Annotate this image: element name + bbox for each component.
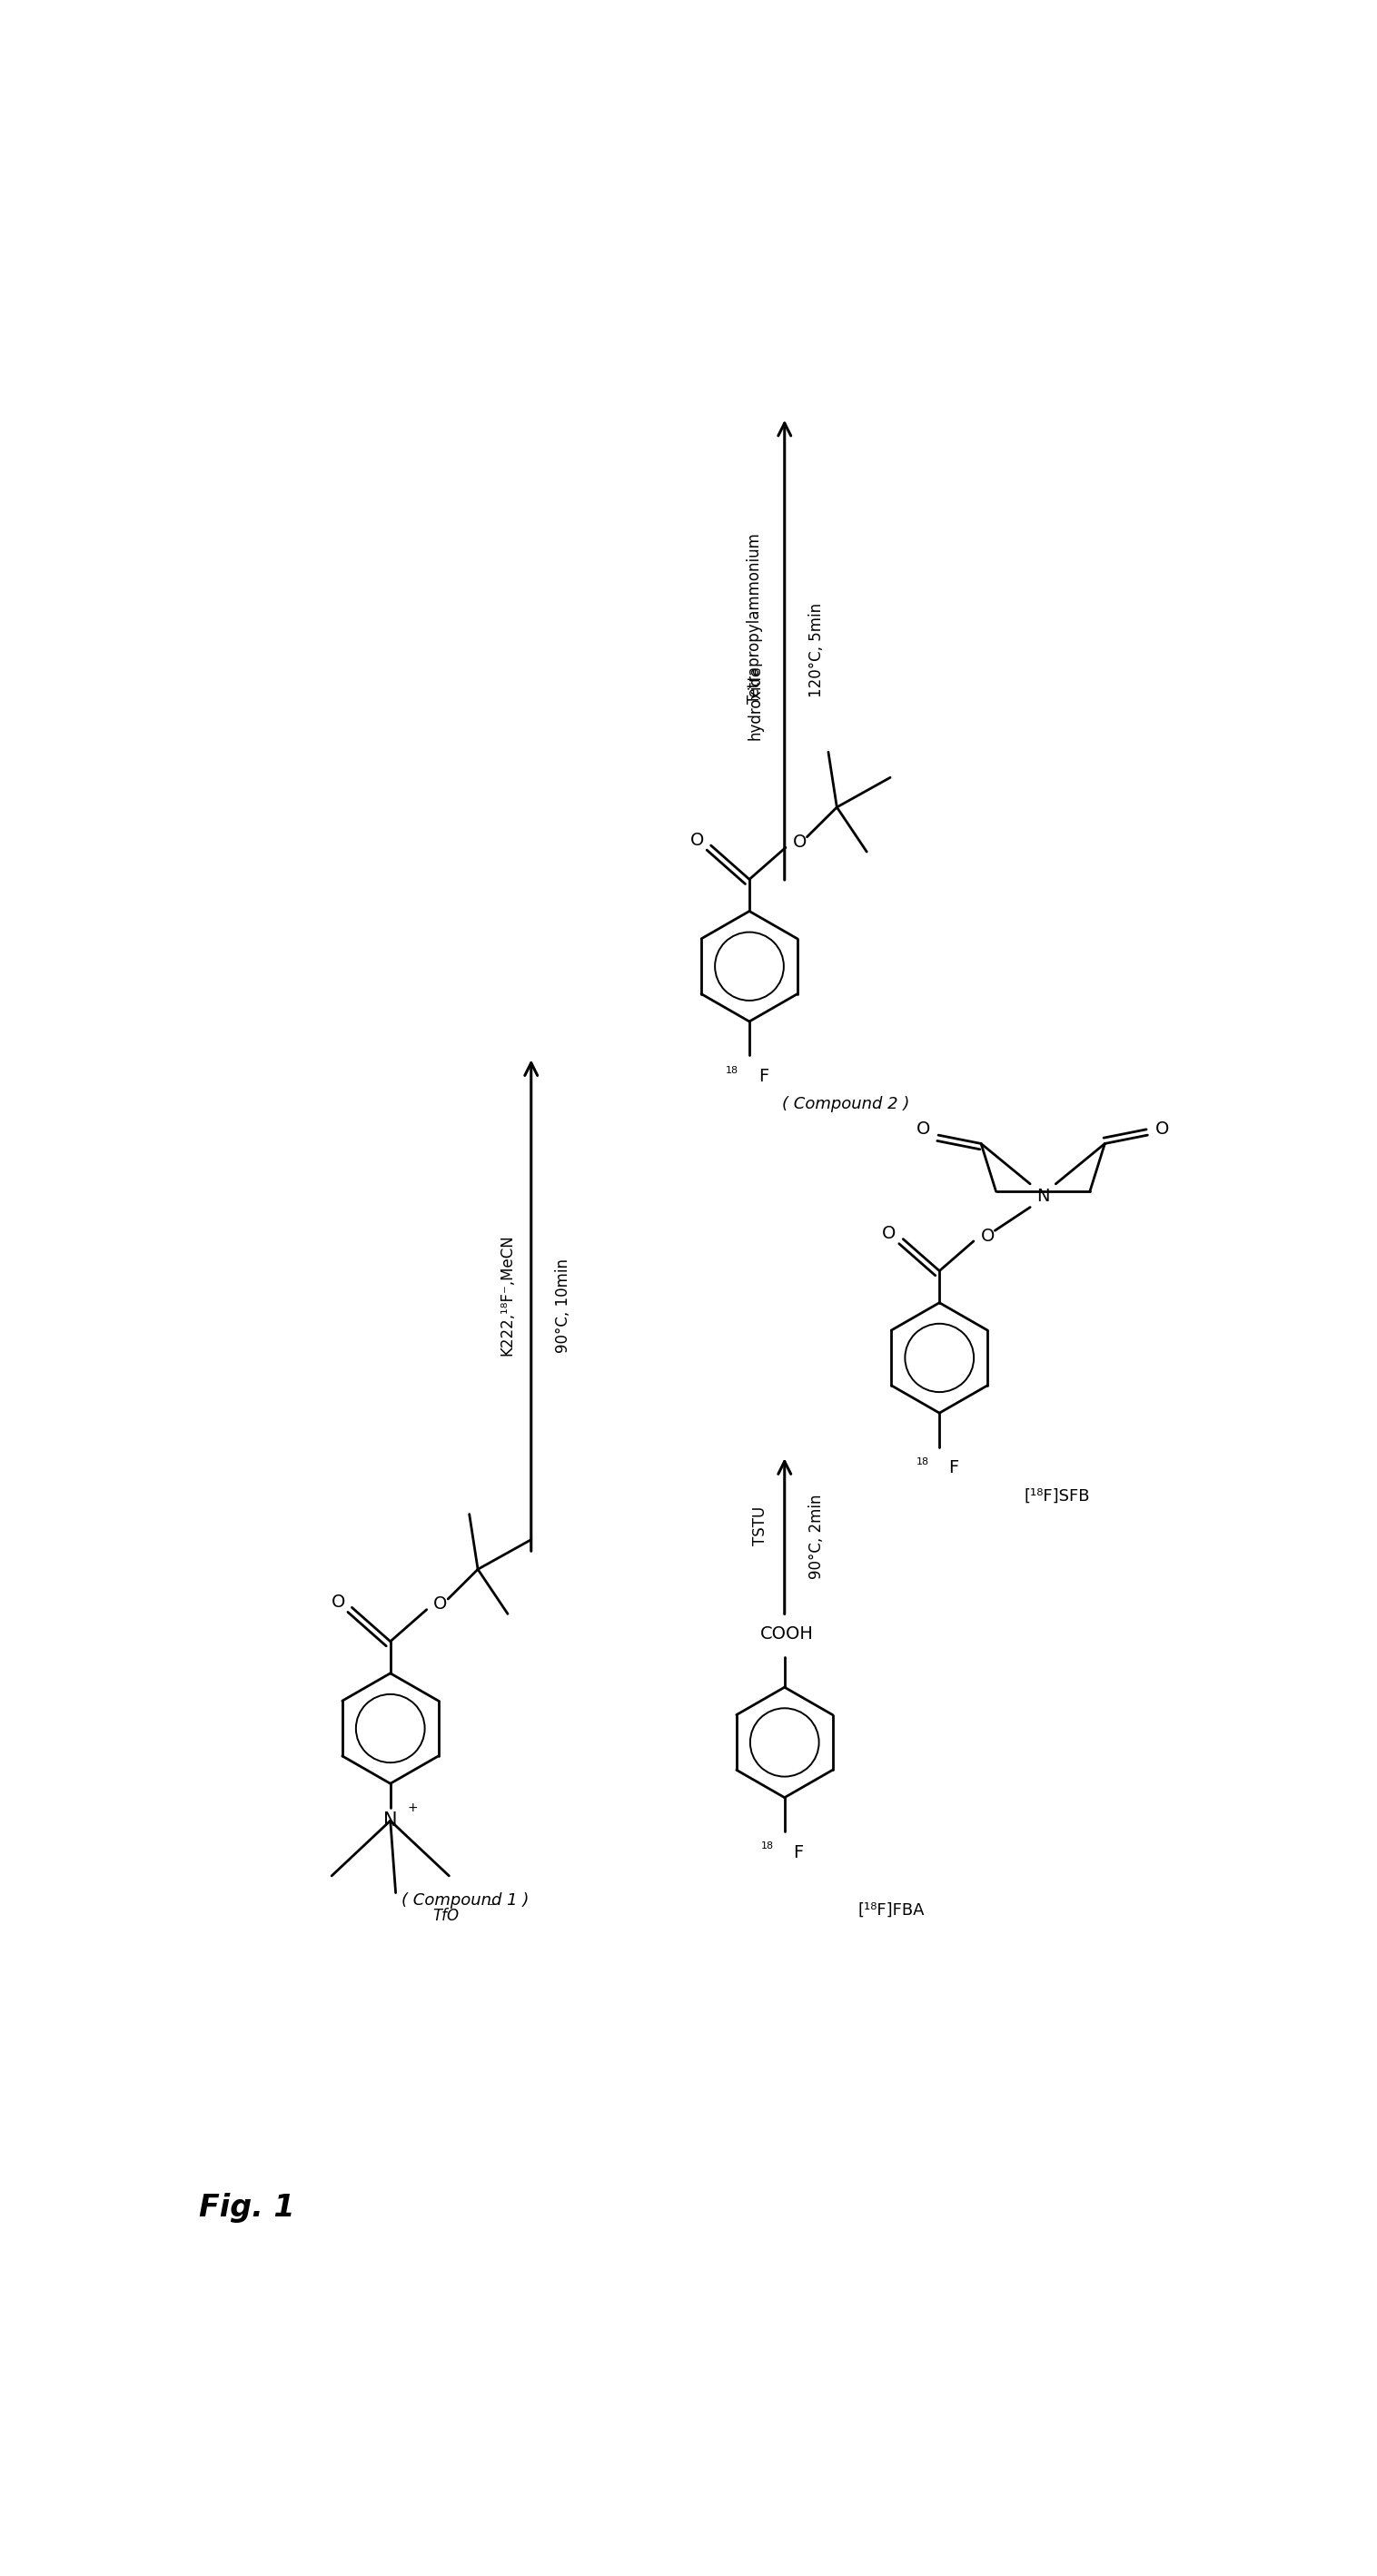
Text: 18: 18	[761, 1842, 774, 1852]
Text: K222,¹⁸F⁻,MeCN: K222,¹⁸F⁻,MeCN	[498, 1234, 515, 1355]
Text: Tetrapropylammonium: Tetrapropylammonium	[746, 533, 763, 703]
Text: F: F	[949, 1461, 958, 1476]
Text: 120°C, 5min: 120°C, 5min	[808, 603, 825, 698]
Text: F: F	[793, 1844, 804, 1862]
Text: O: O	[434, 1595, 448, 1613]
Text: F: F	[759, 1069, 768, 1084]
Text: +: +	[408, 1801, 419, 1814]
Text: [¹⁸F]FBA: [¹⁸F]FBA	[858, 1901, 924, 1919]
Text: Fig. 1: Fig. 1	[198, 2192, 295, 2223]
Text: TfO: TfO	[432, 1909, 460, 1924]
Text: N: N	[1037, 1188, 1049, 1206]
Text: O: O	[1155, 1121, 1169, 1139]
Text: 90°C, 2min: 90°C, 2min	[808, 1494, 825, 1579]
Text: O: O	[883, 1226, 896, 1242]
Text: 18: 18	[916, 1458, 928, 1466]
Text: 18: 18	[726, 1066, 738, 1074]
Text: ⁻: ⁻	[487, 1901, 496, 1914]
Text: [¹⁸F]SFB: [¹⁸F]SFB	[1024, 1486, 1089, 1504]
Text: O: O	[980, 1226, 994, 1244]
Text: O: O	[793, 835, 807, 850]
Text: ( Compound 2 ): ( Compound 2 )	[782, 1095, 909, 1113]
Text: O: O	[690, 832, 704, 848]
Text: O: O	[330, 1595, 346, 1610]
Text: COOH: COOH	[760, 1625, 814, 1643]
Text: O: O	[917, 1121, 931, 1139]
Text: ( Compound 1 ): ( Compound 1 )	[401, 1893, 529, 1909]
Text: hydroxide: hydroxide	[746, 665, 763, 739]
Text: N: N	[383, 1811, 398, 1829]
Text: 90°C, 10min: 90°C, 10min	[555, 1257, 571, 1352]
Text: TSTU: TSTU	[752, 1507, 768, 1546]
